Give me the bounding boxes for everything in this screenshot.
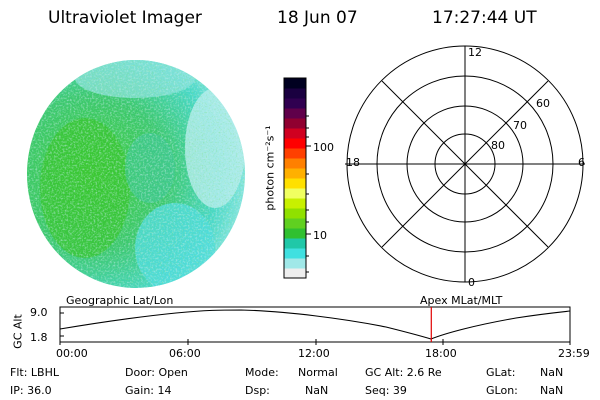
app-title: Ultraviolet Imager xyxy=(48,8,202,28)
uv-earth-image xyxy=(27,60,245,288)
info-mode-label: Mode: xyxy=(245,366,279,379)
timeline-xtick-3: 18:00 xyxy=(425,347,457,360)
info-glat-label: GLat: xyxy=(486,366,516,379)
colorbar-segment xyxy=(284,108,306,119)
mlt-label-6: 6 xyxy=(578,156,585,169)
polar-diagonal-2 xyxy=(381,80,549,248)
colorbar xyxy=(283,77,311,279)
colorbar-unit-label: photon cm⁻²s⁻¹ xyxy=(263,125,277,211)
colorbar-segment xyxy=(284,228,306,239)
colorbar-segment xyxy=(284,208,306,219)
timeline-xtick-4: 23:59 xyxy=(558,347,590,360)
colorbar-segment xyxy=(284,98,306,109)
timeline-axis-title: GC Alt xyxy=(11,314,25,349)
mlat-label-70: 70 xyxy=(513,119,527,132)
colorbar-segment xyxy=(284,238,306,249)
mlat-label-60: 60 xyxy=(536,97,550,110)
image-time: 17:27:44 UT xyxy=(432,8,537,28)
timeline-ytick-top: 9.0 xyxy=(30,306,48,319)
colorbar-tick-100: 100 xyxy=(313,141,334,154)
polar-grid xyxy=(345,45,585,283)
colorbar-segment xyxy=(284,78,306,89)
info-glat-value: NaN xyxy=(540,366,564,379)
info-filter: Flt: LBHL xyxy=(10,366,59,379)
colorbar-segment xyxy=(284,158,306,169)
mlt-label-12: 12 xyxy=(468,46,482,59)
colorbar-segment xyxy=(284,218,306,229)
info-gc-alt: GC Alt: 2.6 Re xyxy=(365,366,442,379)
colorbar-segment xyxy=(284,138,306,149)
colorbar-segment xyxy=(284,178,306,189)
colorbar-segment xyxy=(284,118,306,129)
colorbar-segment xyxy=(284,258,306,269)
colorbar-segment xyxy=(284,248,306,259)
info-door: Door: Open xyxy=(125,366,188,379)
colorbar-tick-10: 10 xyxy=(313,229,327,242)
timeline-xtick-2: 12:00 xyxy=(298,347,330,360)
colorbar-segment xyxy=(284,188,306,199)
info-dsp-value: NaN xyxy=(305,384,329,397)
timeline-ytick-bottom: 1.8 xyxy=(30,331,48,344)
timeline-xtick-1: 06:00 xyxy=(169,347,201,360)
colorbar-segment xyxy=(284,268,306,279)
info-seq: Seq: 39 xyxy=(365,384,407,397)
info-mode-value: Normal xyxy=(298,366,338,379)
altitude-curve xyxy=(59,309,571,340)
timeline-left-label: Geographic Lat/Lon xyxy=(66,294,174,307)
timeline-right-label: Apex MLat/MLT xyxy=(420,294,503,307)
image-date: 18 Jun 07 xyxy=(277,8,358,28)
info-dsp-label: Dsp: xyxy=(245,384,270,397)
colorbar-segment xyxy=(284,168,306,179)
colorbar-segment xyxy=(284,198,306,209)
timeline-plot xyxy=(59,306,571,345)
timeline-frame xyxy=(59,306,571,343)
colorbar-segment xyxy=(284,128,306,139)
info-gain: Gain: 14 xyxy=(125,384,172,397)
info-glon-value: NaN xyxy=(540,384,564,397)
mlt-label-0: 0 xyxy=(468,276,475,289)
mlt-label-18: 18 xyxy=(346,156,360,169)
info-ip: IP: 36.0 xyxy=(10,384,52,397)
mlat-label-80: 80 xyxy=(491,139,505,152)
timeline-xtick-0: 00:00 xyxy=(56,347,88,360)
colorbar-segment xyxy=(284,88,306,99)
colorbar-segment xyxy=(284,148,306,159)
info-glon-label: GLon: xyxy=(486,384,518,397)
